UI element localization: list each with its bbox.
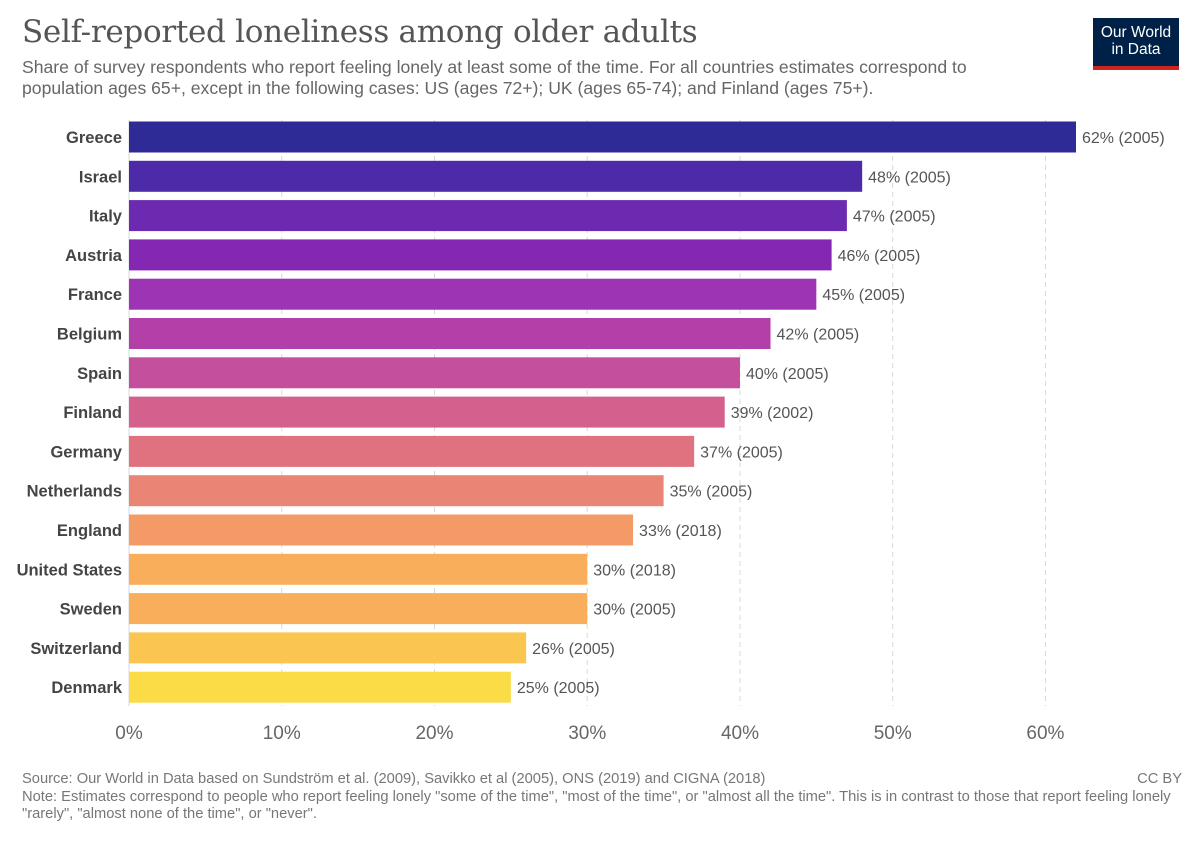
bar-value-label: 47% (2005) bbox=[853, 209, 936, 226]
bar bbox=[129, 318, 771, 349]
bar bbox=[129, 671, 511, 703]
methodology-note: Note: Estimates correspond to people who… bbox=[22, 788, 1171, 823]
bar bbox=[129, 475, 664, 507]
category-label: Sweden bbox=[60, 601, 122, 619]
category-label: Belgium bbox=[57, 326, 122, 344]
category-label: Spain bbox=[77, 365, 122, 383]
category-label: Italy bbox=[89, 208, 123, 226]
bar-value-label: 33% (2018) bbox=[639, 523, 722, 540]
license-link[interactable]: CC BY bbox=[1137, 771, 1182, 787]
bar-value-label: 62% (2005) bbox=[1082, 130, 1165, 147]
category-label: Greece bbox=[66, 129, 122, 147]
x-tick-label: 10% bbox=[263, 723, 301, 744]
x-tick-label: 50% bbox=[874, 723, 912, 744]
bar bbox=[129, 632, 527, 664]
x-tick-label: 0% bbox=[115, 723, 143, 744]
bar-value-label: 35% (2005) bbox=[670, 484, 753, 501]
x-tick-label: 30% bbox=[568, 723, 606, 744]
bar-value-label: 39% (2002) bbox=[731, 405, 814, 422]
source-note: Source: Our World in Data based on Sunds… bbox=[22, 771, 766, 787]
x-tick-label: 60% bbox=[1026, 723, 1064, 744]
logo-line-1: Our World bbox=[1100, 24, 1172, 41]
bar bbox=[129, 553, 588, 585]
chart-subtitle: Share of survey respondents who report f… bbox=[22, 57, 967, 98]
x-tick-label: 40% bbox=[721, 723, 759, 744]
category-label: Austria bbox=[65, 247, 123, 265]
category-label: United States bbox=[17, 561, 122, 579]
bar bbox=[129, 121, 1076, 153]
bar-value-label: 26% (2005) bbox=[532, 641, 615, 658]
bar-value-label: 25% (2005) bbox=[517, 680, 600, 697]
bar-value-label: 45% (2005) bbox=[822, 287, 905, 304]
bar-value-label: 46% (2005) bbox=[838, 248, 921, 265]
category-label: Switzerland bbox=[30, 640, 122, 658]
bar bbox=[129, 200, 847, 232]
category-label: Israel bbox=[79, 168, 122, 186]
category-label: Denmark bbox=[51, 679, 122, 697]
bar bbox=[129, 396, 725, 428]
category-label: Netherlands bbox=[27, 483, 122, 501]
bar bbox=[129, 357, 740, 389]
category-label: France bbox=[68, 286, 122, 304]
x-tick-label: 20% bbox=[415, 723, 453, 744]
bar bbox=[129, 593, 588, 625]
chart-title: Self-reported loneliness among older adu… bbox=[22, 14, 698, 50]
bar bbox=[129, 278, 817, 310]
bar-value-label: 40% (2005) bbox=[746, 366, 829, 383]
bar bbox=[129, 239, 832, 271]
owid-logo[interactable]: Our World in Data bbox=[1093, 18, 1179, 70]
bar-value-label: 30% (2005) bbox=[593, 602, 676, 619]
category-label: England bbox=[57, 522, 122, 540]
logo-line-2: in Data bbox=[1111, 41, 1161, 58]
bar-value-label: 30% (2018) bbox=[593, 562, 676, 579]
bar-value-label: 48% (2005) bbox=[868, 169, 951, 186]
category-label: Germany bbox=[50, 443, 122, 461]
bar bbox=[129, 514, 634, 546]
bar-value-label: 42% (2005) bbox=[777, 327, 860, 344]
bar-value-label: 37% (2005) bbox=[700, 444, 783, 461]
footer: Source: Our World in Data based on Sunds… bbox=[22, 771, 1182, 824]
bar-chart: 0% 10% 20% 30% 40% 50% 60% Greece 62% (2005) Isra… bbox=[17, 120, 1165, 744]
bar bbox=[129, 435, 695, 467]
category-label: Finland bbox=[63, 404, 122, 422]
bar bbox=[129, 160, 863, 192]
